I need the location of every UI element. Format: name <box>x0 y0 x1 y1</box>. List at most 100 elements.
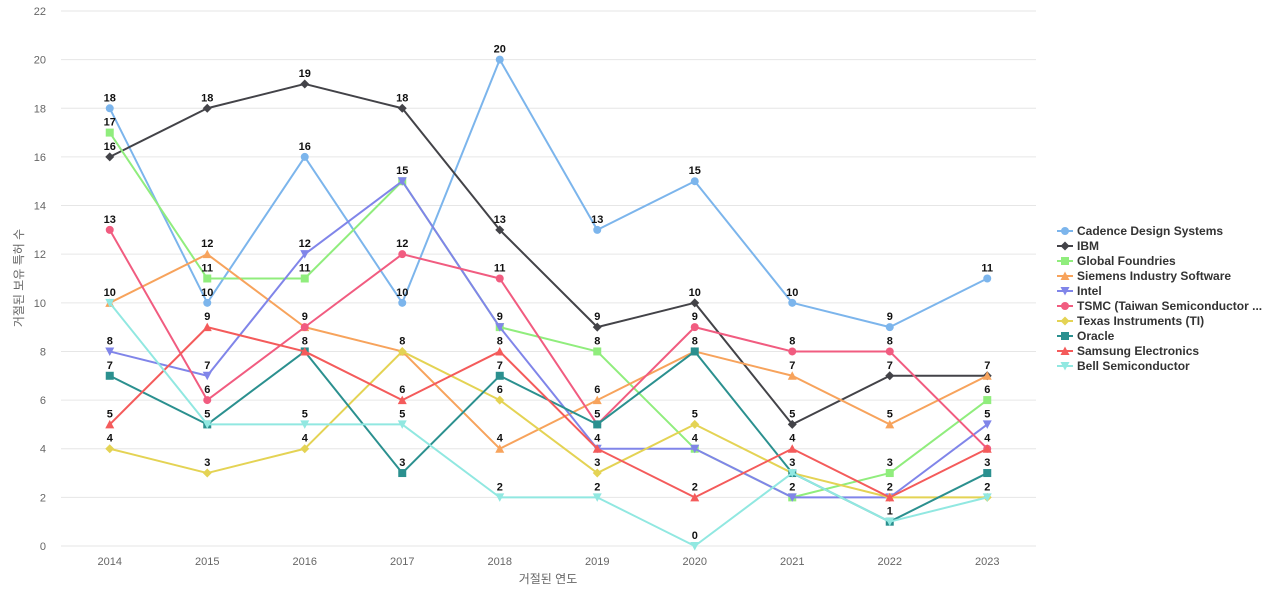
data-point[interactable] <box>885 347 894 356</box>
data-point[interactable] <box>105 444 115 454</box>
data-point[interactable] <box>495 395 505 405</box>
data-point[interactable] <box>495 323 505 332</box>
data-point[interactable] <box>397 395 407 405</box>
series-line[interactable] <box>108 132 988 499</box>
data-point[interactable] <box>885 469 894 478</box>
data-point[interactable] <box>397 346 407 356</box>
legend-marker[interactable] <box>1061 332 1069 340</box>
data-point[interactable] <box>397 420 407 429</box>
legend-marker[interactable] <box>1060 271 1070 281</box>
data-point[interactable] <box>787 469 797 478</box>
data-point[interactable] <box>885 492 895 502</box>
series-line[interactable] <box>108 229 988 450</box>
data-point[interactable] <box>592 322 602 332</box>
data-point[interactable] <box>982 420 992 429</box>
data-point[interactable] <box>202 468 212 478</box>
legend-item[interactable]: Global Foundries <box>1057 254 1176 268</box>
data-point[interactable] <box>203 274 212 283</box>
data-point[interactable] <box>690 444 700 454</box>
data-point[interactable] <box>885 419 895 429</box>
data-point[interactable] <box>885 323 894 332</box>
data-point[interactable] <box>398 469 407 478</box>
data-point[interactable] <box>300 444 310 454</box>
data-point[interactable] <box>983 469 992 478</box>
data-point[interactable] <box>398 298 407 307</box>
legend-item[interactable]: IBM <box>1057 239 1099 253</box>
legend-marker[interactable] <box>1060 287 1070 296</box>
data-point[interactable] <box>982 493 992 502</box>
legend-marker[interactable] <box>1061 227 1069 235</box>
data-point[interactable] <box>398 250 407 259</box>
data-point[interactable] <box>300 346 310 356</box>
data-point[interactable] <box>690 542 700 551</box>
data-point[interactable] <box>983 396 992 405</box>
data-point[interactable] <box>105 104 114 113</box>
data-point[interactable] <box>787 371 797 380</box>
data-point[interactable] <box>397 177 407 186</box>
data-point[interactable] <box>690 298 700 308</box>
data-point[interactable] <box>495 493 505 502</box>
data-point[interactable] <box>105 225 114 234</box>
series[interactable] <box>105 322 992 502</box>
data-point[interactable] <box>105 128 114 137</box>
data-point[interactable] <box>983 274 992 283</box>
data-point[interactable] <box>593 420 602 429</box>
legend-marker[interactable] <box>1060 362 1070 371</box>
data-point[interactable] <box>202 322 212 332</box>
data-point[interactable] <box>203 298 212 307</box>
data-point[interactable] <box>105 347 115 356</box>
data-point[interactable] <box>300 420 310 429</box>
legend-marker[interactable] <box>1060 316 1070 326</box>
legend-item[interactable]: Bell Semiconductor <box>1057 359 1190 373</box>
series-line[interactable] <box>109 253 988 450</box>
data-point[interactable] <box>787 444 797 453</box>
legend-marker[interactable] <box>1061 302 1069 310</box>
data-point[interactable] <box>300 152 309 161</box>
data-point[interactable] <box>300 323 309 332</box>
series-line[interactable] <box>108 302 988 547</box>
data-point[interactable] <box>690 323 699 332</box>
data-point[interactable] <box>105 419 115 429</box>
data-point[interactable] <box>592 493 602 502</box>
legend-item[interactable]: Texas Instruments (TI) <box>1057 314 1204 328</box>
data-point[interactable] <box>788 347 797 356</box>
data-point[interactable] <box>202 103 212 113</box>
data-point[interactable] <box>690 492 700 502</box>
data-point[interactable] <box>300 79 310 89</box>
data-point[interactable] <box>105 298 115 308</box>
data-point[interactable] <box>495 225 505 235</box>
data-point[interactable] <box>592 444 602 453</box>
data-point[interactable] <box>592 395 602 405</box>
legend-item[interactable]: Siemens Industry Software <box>1057 269 1231 283</box>
data-point[interactable] <box>690 177 699 186</box>
data-point[interactable] <box>593 347 602 356</box>
data-point[interactable] <box>300 274 309 283</box>
data-point[interactable] <box>202 371 212 381</box>
data-point[interactable] <box>787 493 797 502</box>
data-point[interactable] <box>885 517 895 527</box>
series[interactable] <box>105 55 992 332</box>
data-point[interactable] <box>202 420 212 429</box>
series-line[interactable] <box>109 326 988 499</box>
legend-item[interactable]: TSMC (Taiwan Semiconductor ... <box>1057 299 1262 313</box>
data-point[interactable] <box>592 468 602 478</box>
legend-marker[interactable] <box>1061 257 1069 265</box>
data-point[interactable] <box>105 371 114 380</box>
series[interactable] <box>105 128 992 502</box>
data-point[interactable] <box>690 419 700 429</box>
data-point[interactable] <box>885 371 895 381</box>
series[interactable] <box>105 298 992 551</box>
data-point[interactable] <box>202 249 212 259</box>
data-point[interactable] <box>495 346 505 356</box>
data-point[interactable] <box>982 371 992 380</box>
data-point[interactable] <box>397 103 407 113</box>
data-point[interactable] <box>593 225 602 234</box>
data-point[interactable] <box>300 250 310 259</box>
data-point[interactable] <box>495 371 504 380</box>
series-line[interactable] <box>108 58 988 329</box>
data-point[interactable] <box>788 298 797 307</box>
data-point[interactable] <box>105 152 115 162</box>
legend-item[interactable]: Intel <box>1057 284 1102 298</box>
data-point[interactable] <box>982 444 992 453</box>
